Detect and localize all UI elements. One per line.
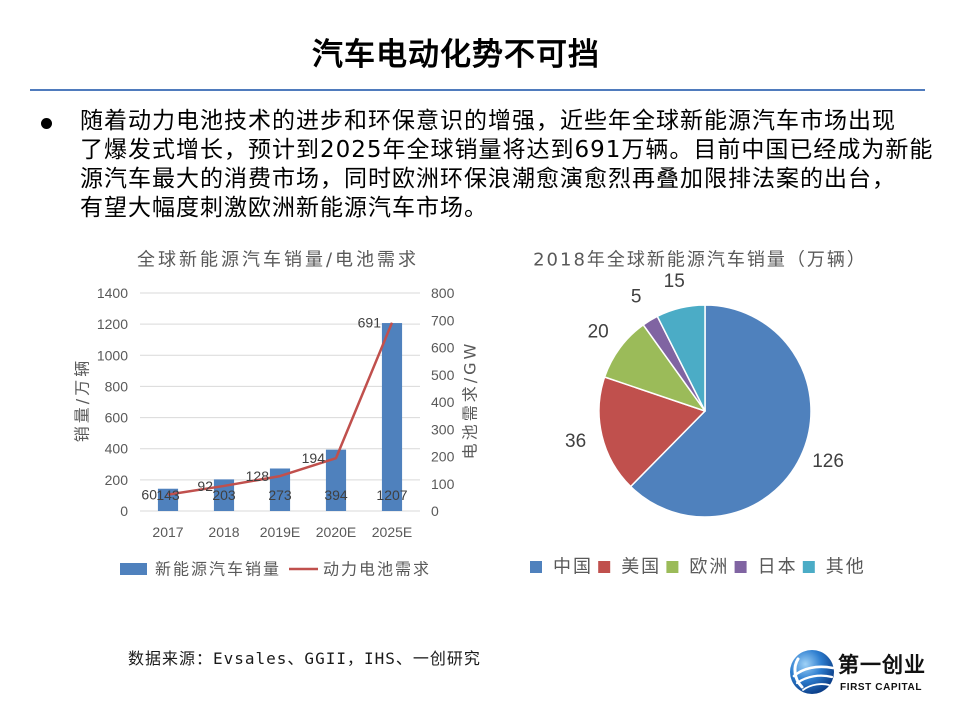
left-axis-tick-label: 0 xyxy=(120,503,128,519)
bar xyxy=(325,449,347,511)
left-axis-title: 销量/万辆 xyxy=(73,358,92,442)
pie-slice xyxy=(598,376,706,488)
legend-swatch xyxy=(530,561,542,573)
chart-title: 2018年全球新能源汽车销量（万辆） xyxy=(533,250,867,271)
pie-value-label: 5 xyxy=(631,287,642,308)
pie-slice xyxy=(656,304,706,412)
right-axis-tick-label: 800 xyxy=(431,285,455,301)
pie-value-label: 15 xyxy=(664,271,685,292)
left-axis-tick-label: 1000 xyxy=(97,347,128,363)
right-axis-tick-label: 0 xyxy=(431,503,439,519)
plot-area: 0 200 400 600 800 1000 1200 1400 0 100 200 300 400 50… xyxy=(97,285,455,540)
bar xyxy=(269,468,291,511)
right-axis-title: 电池需求/GW xyxy=(461,341,480,460)
x-axis-category-label: 2017 xyxy=(152,524,183,540)
pie-value-label: 36 xyxy=(565,431,586,452)
legend-label-sales: 新能源汽车销量 xyxy=(155,560,281,579)
line-value-label: 60 xyxy=(141,487,157,503)
source-note: 数据来源：Evsales、GGII，IHS、一创研究 xyxy=(128,649,481,668)
pie-value-label: 20 xyxy=(588,321,609,342)
bullet-line: 随着动力电池技术的进步和环保意识的增强，近些年全球新能源汽车市场出现 xyxy=(80,108,896,134)
globe-icon xyxy=(790,650,835,694)
pie-slice xyxy=(629,304,812,518)
right-axis-tick-label: 100 xyxy=(431,476,455,492)
bar-value-label: 1207 xyxy=(376,487,407,503)
bullet-paragraph: 随着动力电池技术的进步和环保意识的增强，近些年全球新能源汽车市场出现 了爆发式增… xyxy=(80,107,940,223)
bar xyxy=(381,323,403,511)
x-axis-category-label: 2018 xyxy=(208,524,239,540)
sales-by-region-pie-chart: 2018年全球新能源汽车销量（万辆） 126 36 20 5 15 中国 美国 欧洲 日本 其他 xyxy=(530,250,867,578)
legend-label: 其他 xyxy=(826,557,866,578)
left-axis-tick-label: 1200 xyxy=(97,316,128,332)
right-axis-tick-label: 200 xyxy=(431,449,455,465)
bar-value-label: 273 xyxy=(268,487,292,503)
x-axis-category-label: 2020E xyxy=(316,524,356,540)
bar-value-label: 394 xyxy=(324,487,348,503)
logo-name-cn: 第一创业 xyxy=(838,653,926,677)
right-axis-tick-label: 500 xyxy=(431,367,455,383)
logo-name-en: FIRST CAPITAL xyxy=(840,682,923,693)
sales-battery-combo-chart: 全球新能源汽车销量/电池需求 销量/万辆 电池需求/GW 02004006008… xyxy=(73,250,480,579)
x-axis-category-label: 2025E xyxy=(372,524,412,540)
left-axis-tick-label: 1400 xyxy=(97,285,128,301)
right-axis-tick-label: 300 xyxy=(431,421,455,437)
line-value-label: 128 xyxy=(246,468,270,484)
title-divider xyxy=(30,89,925,91)
bullet-line: 有望大幅度刺激欧洲新能源汽车市场。 xyxy=(80,195,488,221)
left-axis-tick-label: 400 xyxy=(105,441,129,457)
legend-label-battery: 动力电池需求 xyxy=(323,560,431,579)
legend-label: 日本 xyxy=(758,557,798,578)
right-axis-tick-label: 700 xyxy=(431,312,455,328)
x-axis-category-label: 2019E xyxy=(260,524,300,540)
legend-swatch xyxy=(598,561,611,573)
left-axis-tick-label: 600 xyxy=(105,410,129,426)
bullet-line: 源汽车最大的消费市场，同时欧洲环保浪潮愈演愈烈再叠加限排法案的出台， xyxy=(80,166,896,192)
slide-title: 汽车电动化势不可挡 xyxy=(312,37,600,73)
battery-demand-line xyxy=(167,322,394,496)
right-axis-tick-label: 400 xyxy=(431,394,455,410)
chart-title: 全球新能源汽车销量/电池需求 xyxy=(137,250,419,271)
bar-value-label: 203 xyxy=(212,487,236,503)
chart-legend: 中国 美国 欧洲 日本 其他 xyxy=(530,557,866,578)
legend-swatch xyxy=(734,561,747,573)
line-value-label: 194 xyxy=(302,450,326,466)
legend-swatch xyxy=(666,561,679,573)
left-axis-tick-label: 200 xyxy=(105,472,129,488)
bullet-icon xyxy=(41,118,52,129)
line-value-label: 691 xyxy=(358,315,382,331)
bar-value-label: 143 xyxy=(156,487,180,503)
legend-swatch xyxy=(802,561,815,573)
right-axis-tick-label: 600 xyxy=(431,340,455,356)
legend-label: 美国 xyxy=(621,557,661,578)
legend-swatch-bar xyxy=(120,563,147,575)
line-value-label: 92 xyxy=(197,478,213,494)
pie-value-label: 126 xyxy=(812,451,844,472)
left-axis-tick-label: 800 xyxy=(105,378,129,394)
chart-legend: 新能源汽车销量 动力电池需求 xyxy=(120,560,431,579)
pie-area: 126 36 20 5 15 xyxy=(565,271,844,518)
bullet-line: 了爆发式增长，预计到2025年全球销量将达到691万辆。目前中国已经成为新能 xyxy=(80,137,934,163)
legend-label: 中国 xyxy=(553,557,593,578)
legend-label: 欧洲 xyxy=(689,557,729,578)
